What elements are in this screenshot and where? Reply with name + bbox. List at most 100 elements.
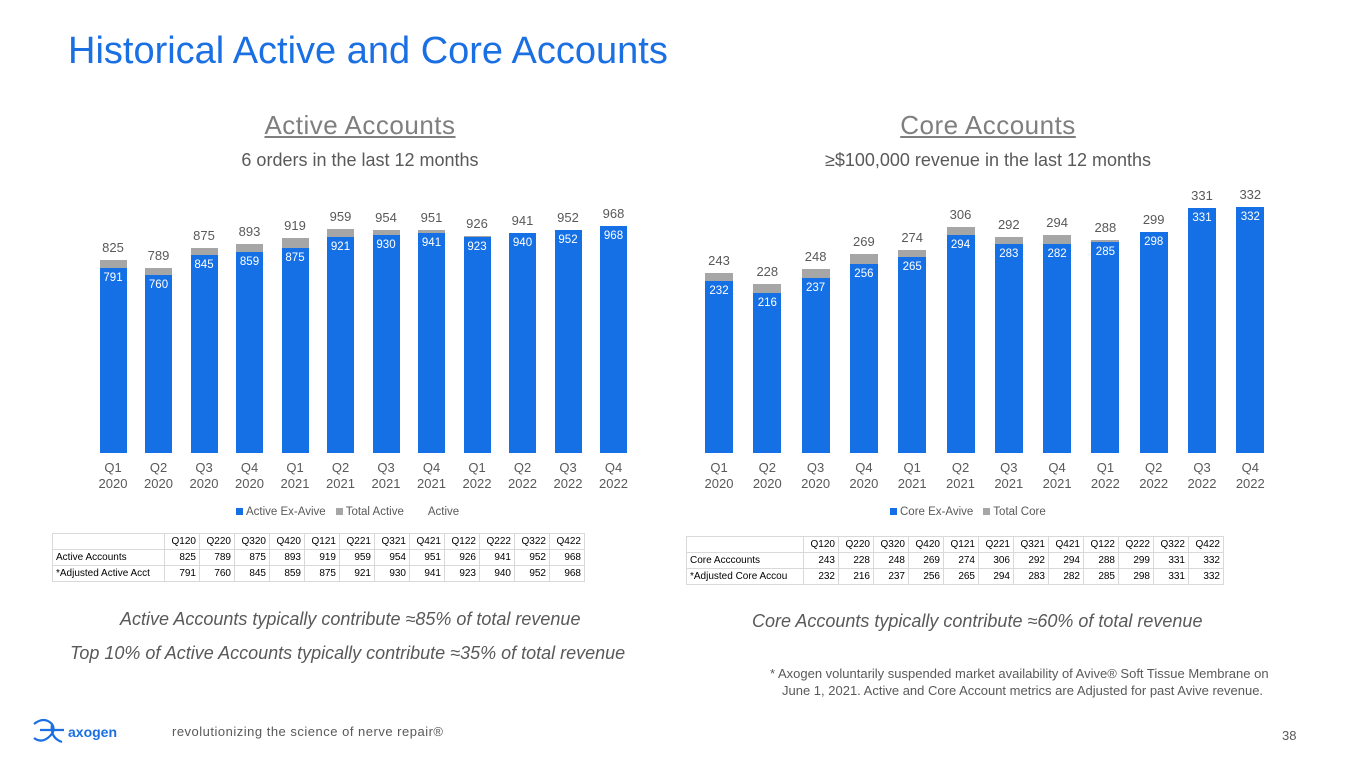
table-cell: 789 xyxy=(199,549,235,566)
table-cell: 306 xyxy=(978,552,1014,569)
data-label: 282 xyxy=(1047,248,1067,261)
data-label: 941 xyxy=(421,236,442,249)
x-tick-label: Q4 2020 xyxy=(849,460,879,491)
column-header: Q322 xyxy=(1153,536,1189,553)
bar xyxy=(1236,207,1265,453)
table-cell: 926 xyxy=(444,549,480,566)
note: Active Accounts typically contribute ≈85… xyxy=(120,609,581,629)
bar xyxy=(372,235,400,453)
bar xyxy=(1139,232,1168,453)
table-cell: 968 xyxy=(549,549,585,566)
data-label: 951 xyxy=(420,210,443,226)
bar xyxy=(190,255,218,453)
data-label: 243 xyxy=(708,253,730,269)
column-header: Q122 xyxy=(1083,536,1119,553)
table-cell: 294 xyxy=(1048,552,1084,569)
x-tick-label: Q1 2021 xyxy=(897,460,927,491)
legend-swatch xyxy=(890,508,897,515)
data-label: 789 xyxy=(147,248,170,264)
data-label: 845 xyxy=(194,259,214,272)
data-label: 331 xyxy=(1191,188,1213,204)
data-label: 248 xyxy=(804,249,827,265)
table-cell: 265 xyxy=(943,568,979,585)
table-cell: 216 xyxy=(838,568,874,585)
legend-item: Active Ex-Avive xyxy=(236,506,326,518)
data-label: 825 xyxy=(102,239,124,255)
table-cell: 283 xyxy=(1013,568,1049,585)
data-label: 292 xyxy=(997,216,1020,232)
row-header: Core Acccounts xyxy=(686,552,804,569)
chart-subtitle: 6 orders in the last 12 months xyxy=(241,150,479,170)
bar xyxy=(1188,208,1216,453)
data-label: 216 xyxy=(757,297,777,310)
table-cell: 941 xyxy=(479,549,515,566)
chart-title: Active Accounts xyxy=(264,110,456,140)
footnote: * Axogen voluntarily suspended market av… xyxy=(770,666,1269,698)
x-tick-label: Q3 2020 xyxy=(801,460,831,491)
data-label: 968 xyxy=(603,230,624,243)
table-cell: 274 xyxy=(943,552,979,569)
column-header: Q321 xyxy=(1013,536,1049,553)
data-label: 332 xyxy=(1240,211,1260,224)
x-tick-label: Q1 2020 xyxy=(704,460,734,491)
bar xyxy=(99,267,127,453)
x-tick-label: Q3 2021 xyxy=(994,460,1024,491)
data-label: 294 xyxy=(1046,215,1068,231)
data-label: 285 xyxy=(1095,246,1115,259)
column-header: Q222 xyxy=(479,533,515,550)
x-tick-label: Q3 2022 xyxy=(1187,460,1217,491)
legend-swatch xyxy=(236,508,243,515)
table-row: Active Accounts 825 789 875 893 919 959 954 951 9… xyxy=(52,549,585,566)
chart-subtitle: ≥$100,000 revenue in the last 12 months xyxy=(824,150,1152,170)
bar xyxy=(463,237,491,453)
tagline: revolutionizing the science of nerve rep… xyxy=(172,724,444,739)
table-cell: 952 xyxy=(514,565,550,582)
legend: Active Ex-Avive Total Active Active xyxy=(236,506,459,518)
x-tick-label: Q2 2021 xyxy=(326,460,355,491)
data-label: 968 xyxy=(602,206,625,222)
x-tick-label: Q4 2021 xyxy=(1042,460,1072,491)
data-label: 331 xyxy=(1192,212,1212,225)
table-cell: 951 xyxy=(409,549,445,566)
bar xyxy=(236,251,263,453)
x-tick-label: Q3 2020 xyxy=(189,460,219,491)
logo-text: axogen xyxy=(68,724,118,740)
bar xyxy=(600,226,627,453)
column-header: Q221 xyxy=(339,533,375,550)
column-header: Q120 xyxy=(164,533,200,550)
data-label: 875 xyxy=(285,252,305,265)
column-header: Q220 xyxy=(838,536,874,553)
column-header: Q322 xyxy=(514,533,550,550)
data-label: 952 xyxy=(558,234,578,247)
data-label: 919 xyxy=(284,217,306,233)
bar xyxy=(281,248,309,453)
data-table: Q120 Q220 Q320 Q420 Q121 Q221 Q321 Q421 Q122 Q222… xyxy=(52,533,585,582)
x-tick-label: Q1 2020 xyxy=(98,460,128,491)
column-header: Q422 xyxy=(1188,536,1224,553)
table-cell: 940 xyxy=(479,565,515,582)
table-cell: 237 xyxy=(873,568,909,585)
table-header: Q120 Q220 Q320 Q420 Q121 Q221 Q321 Q421 Q122 Q222… xyxy=(686,536,1224,553)
data-label: 921 xyxy=(330,241,351,254)
table-cell: 232 xyxy=(803,568,839,585)
table-cell: 791 xyxy=(164,565,200,582)
column-header: Q321 xyxy=(374,533,410,550)
table-cell: 248 xyxy=(873,552,909,569)
bar xyxy=(554,230,582,453)
bar xyxy=(509,233,536,453)
table-cell: 282 xyxy=(1048,568,1084,585)
column-header: Q220 xyxy=(199,533,235,550)
x-tick-label: Q4 2022 xyxy=(1235,460,1265,491)
table-cell: 859 xyxy=(269,565,305,582)
legend: Core Ex-Avive Total Core xyxy=(890,506,1046,518)
data-label: 274 xyxy=(901,230,924,246)
table-cell: 298 xyxy=(1118,568,1154,585)
row-header: *Adjusted Active Acct xyxy=(52,565,165,582)
table-cell: 760 xyxy=(199,565,235,582)
legend-label: Core Ex-Avive xyxy=(900,506,974,518)
legend-label: Active xyxy=(427,506,460,518)
legend-swatch xyxy=(983,508,991,515)
x-tick-label: Q4 2022 xyxy=(599,460,628,491)
data-label: 269 xyxy=(853,233,875,249)
table-cell: 941 xyxy=(409,565,445,582)
